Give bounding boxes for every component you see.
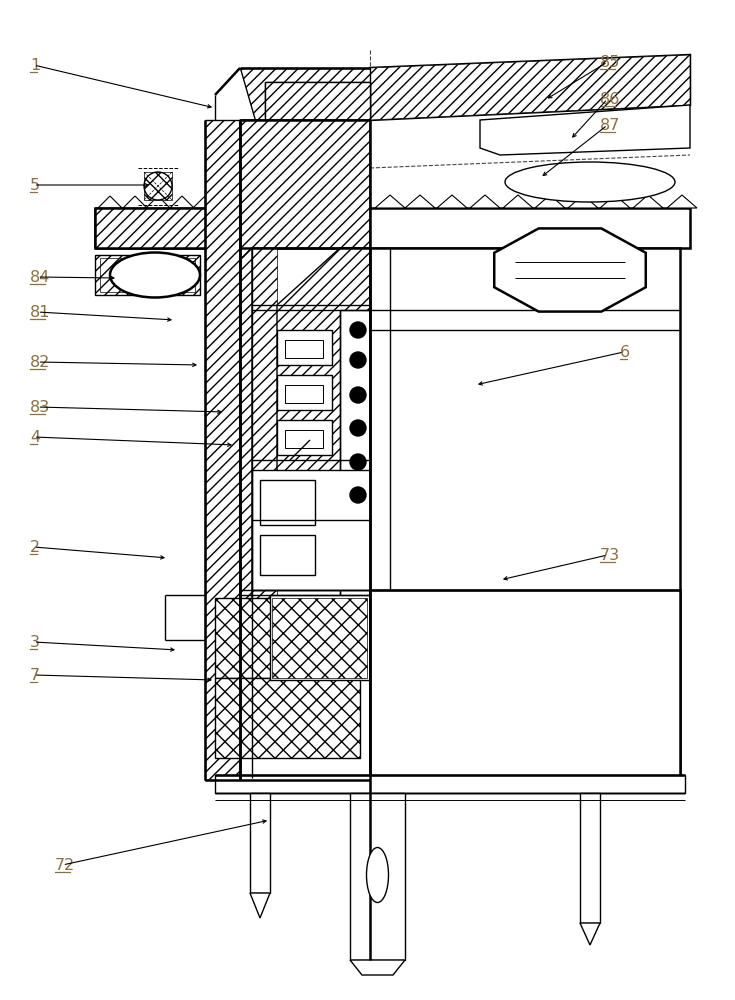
Bar bbox=[260, 480, 315, 525]
Bar bbox=[250, 793, 270, 893]
Polygon shape bbox=[100, 258, 195, 292]
Bar bbox=[277, 375, 332, 410]
Polygon shape bbox=[667, 195, 697, 208]
Bar bbox=[370, 590, 680, 780]
Polygon shape bbox=[250, 893, 270, 918]
Bar bbox=[215, 678, 360, 758]
Bar bbox=[252, 470, 372, 590]
Circle shape bbox=[350, 322, 366, 338]
Text: 82: 82 bbox=[30, 355, 51, 370]
Polygon shape bbox=[95, 255, 200, 295]
Ellipse shape bbox=[367, 848, 389, 902]
Polygon shape bbox=[375, 195, 405, 208]
Bar bbox=[272, 598, 367, 678]
Bar bbox=[144, 172, 172, 200]
Polygon shape bbox=[633, 195, 663, 208]
Text: 6: 6 bbox=[620, 345, 630, 360]
Bar bbox=[270, 595, 370, 680]
Bar bbox=[252, 248, 277, 738]
Polygon shape bbox=[240, 120, 370, 260]
Polygon shape bbox=[350, 960, 405, 975]
Circle shape bbox=[350, 387, 366, 403]
Bar bbox=[580, 793, 600, 923]
Polygon shape bbox=[240, 248, 252, 740]
Bar bbox=[95, 208, 690, 248]
Ellipse shape bbox=[110, 252, 200, 298]
Circle shape bbox=[350, 454, 366, 470]
Polygon shape bbox=[535, 195, 565, 208]
Bar bbox=[285, 385, 323, 403]
Polygon shape bbox=[193, 196, 217, 208]
Ellipse shape bbox=[505, 162, 675, 202]
Text: 7: 7 bbox=[30, 668, 40, 683]
Text: 2: 2 bbox=[30, 540, 40, 555]
Polygon shape bbox=[265, 82, 370, 120]
Polygon shape bbox=[370, 55, 690, 120]
Text: 73: 73 bbox=[600, 548, 620, 563]
Polygon shape bbox=[405, 195, 435, 208]
Polygon shape bbox=[123, 196, 147, 208]
Text: 86: 86 bbox=[600, 92, 620, 107]
Text: 5: 5 bbox=[30, 178, 40, 193]
Polygon shape bbox=[580, 923, 600, 945]
Text: 4: 4 bbox=[30, 430, 40, 445]
Bar bbox=[277, 420, 332, 455]
Text: 87: 87 bbox=[600, 118, 620, 133]
Bar bbox=[340, 310, 370, 598]
Polygon shape bbox=[437, 195, 467, 208]
Text: 84: 84 bbox=[30, 270, 51, 285]
Bar bbox=[205, 120, 240, 780]
Polygon shape bbox=[170, 196, 194, 208]
Polygon shape bbox=[370, 55, 690, 120]
Text: 81: 81 bbox=[30, 305, 51, 320]
Bar bbox=[215, 598, 360, 678]
Polygon shape bbox=[98, 196, 122, 208]
Polygon shape bbox=[146, 196, 170, 208]
Polygon shape bbox=[600, 195, 630, 208]
Bar bbox=[277, 330, 332, 365]
Text: 85: 85 bbox=[600, 55, 620, 70]
Bar bbox=[95, 208, 235, 248]
Circle shape bbox=[350, 420, 366, 436]
Bar bbox=[370, 248, 680, 780]
Polygon shape bbox=[480, 105, 690, 155]
Bar bbox=[285, 340, 323, 358]
Polygon shape bbox=[494, 228, 646, 312]
Bar bbox=[285, 430, 323, 448]
Bar bbox=[265, 82, 370, 117]
Polygon shape bbox=[240, 68, 370, 120]
Bar bbox=[350, 793, 405, 960]
Circle shape bbox=[350, 352, 366, 368]
Bar bbox=[260, 535, 315, 575]
Bar bbox=[240, 208, 370, 248]
Text: 83: 83 bbox=[30, 400, 50, 415]
Bar bbox=[215, 775, 685, 793]
Polygon shape bbox=[568, 195, 598, 208]
Circle shape bbox=[350, 487, 366, 503]
Polygon shape bbox=[470, 195, 500, 208]
Text: 3: 3 bbox=[30, 635, 40, 650]
Text: 1: 1 bbox=[30, 58, 40, 73]
Polygon shape bbox=[503, 195, 533, 208]
Text: 72: 72 bbox=[55, 858, 75, 873]
Polygon shape bbox=[277, 248, 370, 490]
